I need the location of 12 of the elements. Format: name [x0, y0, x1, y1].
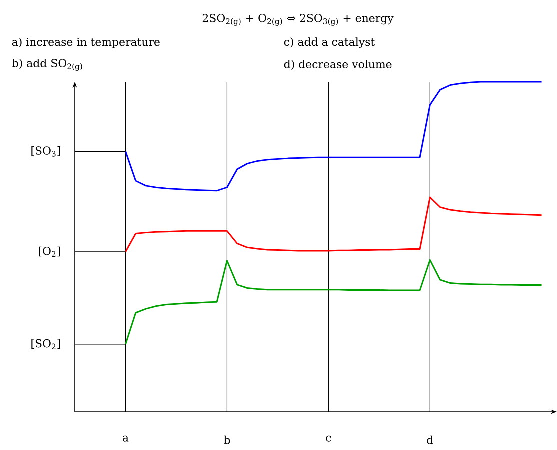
series-label: [O$_{2}$] [39, 246, 60, 258]
x-tick-label: a [123, 436, 129, 442]
text: c) add a catalyst [284, 38, 376, 48]
x-tick-label: c [326, 436, 332, 442]
text: a) increase in temperature [12, 38, 160, 48]
x-tick-label: d [427, 436, 434, 444]
text: b) add SO$_{2(g)}$ [12, 58, 82, 72]
chart-title: 2SO$_{2(g)}$ + O$_{2(g)}$ ⇔ 2SO$_{3(g)}$ + energy [202, 14, 394, 26]
text: d) decrease volume [284, 60, 392, 70]
series-label: [SO$_{2}$] [32, 339, 60, 350]
x-tick-label: b [224, 436, 230, 444]
series-label: [SO$_{3}$] [32, 146, 60, 157]
